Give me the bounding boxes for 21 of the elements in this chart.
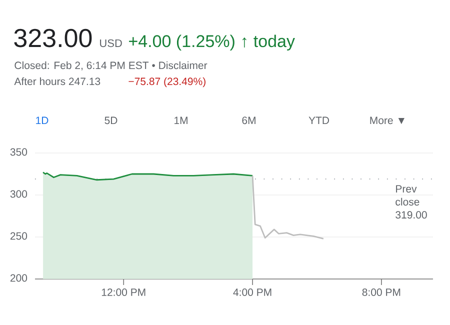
text: YTD (308, 116, 329, 124)
text: +4.00 (1.25%) ↑ today (129, 34, 295, 51)
text: 6M (242, 116, 256, 124)
line-series (252, 174, 324, 240)
y-tick-label: 350 (10, 148, 28, 156)
text: Closed: Feb 2, 6:14 PM EST • Disclaimer (14, 61, 208, 70)
y-tick-label: 250 (10, 232, 28, 240)
y-tick-label: 200 (10, 274, 28, 282)
text: After hours 247.13 (14, 77, 100, 86)
x-tick-label: 12:00 PM (102, 288, 146, 296)
text: −75.87 (23.49%) (128, 77, 206, 88)
ref-line-label: Prev close 319.00 (396, 185, 427, 219)
text: USD (100, 39, 122, 48)
text: More ▼ (370, 116, 404, 124)
text: 1D (36, 116, 48, 124)
x-tick-label: 8:00 PM (362, 288, 400, 296)
text: 1M (174, 116, 188, 124)
text: 5D (104, 116, 118, 124)
y-tick-label: 300 (10, 190, 28, 198)
x-tick-label: 4:00 PM (233, 288, 272, 296)
chart-title: 323.00 (14, 28, 92, 48)
